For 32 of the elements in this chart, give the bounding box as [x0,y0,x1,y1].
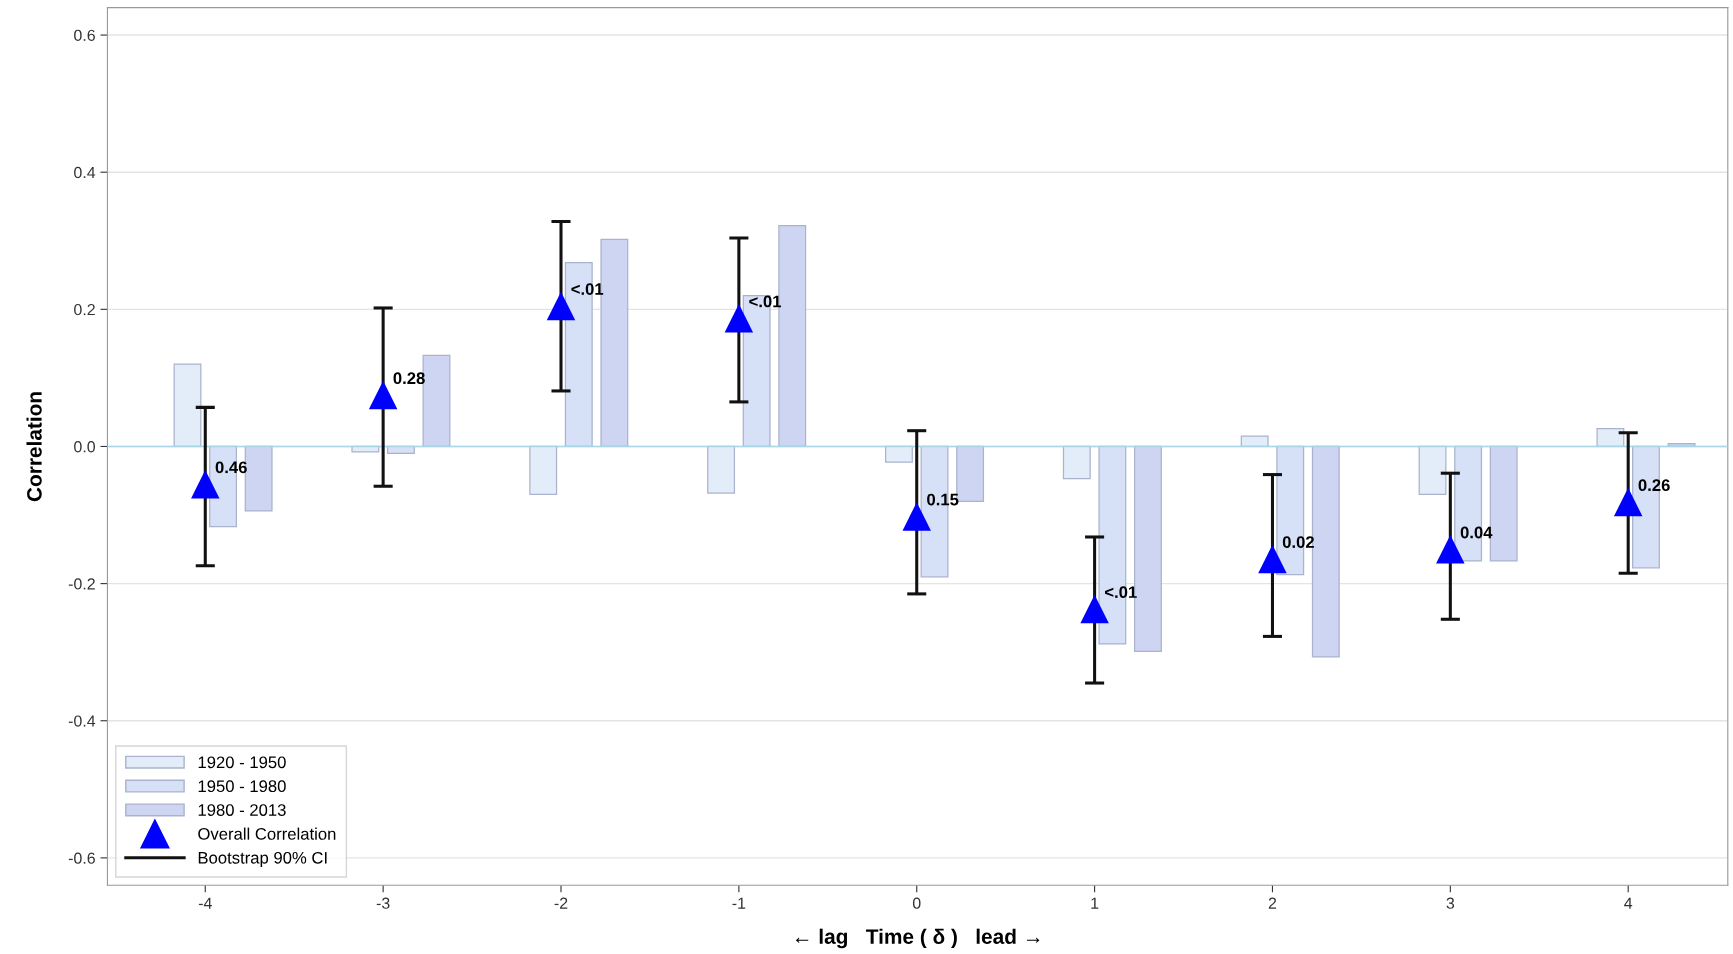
annotation: 0.04 [1460,526,1493,539]
y-tick-label: 0.0 [74,441,96,453]
legend-label: 1950 - 1980 [198,780,286,793]
legend-label: 1980 - 2013 [198,804,286,816]
legend-label: 1920 - 1950 [198,756,286,769]
annotation: 0.28 [393,372,425,385]
annotation: 0.02 [1282,536,1314,548]
x-tick-label: 2 [1268,897,1277,909]
x-tick-label: -1 [732,897,746,909]
annotation: 0.15 [927,493,959,506]
legend-label: Overall Correlation [198,827,336,840]
x-tick-label: 1 [1091,897,1099,909]
y-tick-label: -0.2 [68,578,95,590]
y-tick-label: 0.2 [74,303,95,316]
x-tick-label: 4 [1624,897,1633,909]
annotation: <.01 [749,295,782,308]
annotation: Bootstrap 90% CI [198,851,327,867]
y-axis-title: Correlation [26,392,42,502]
x-tick-label: 3 [1446,897,1455,909]
annotation: 0.46 [215,461,247,474]
x-tick-label: -4 [198,897,212,909]
y-tick-label: -0.6 [68,852,95,864]
y-tick-label: 0.4 [74,166,96,179]
x-tick-label: -3 [376,897,390,909]
annotation: <.01 [571,283,604,295]
x-axis-title: ← lag Time ( δ ) lead → [795,928,1040,949]
annotation: <.01 [1105,586,1137,599]
x-tick-label: 0 [912,897,921,909]
annotation: 0.26 [1638,479,1670,492]
x-tick-label: -2 [554,897,568,909]
y-tick-label: 0.6 [74,29,95,41]
y-tick-label: -0.4 [68,715,96,727]
